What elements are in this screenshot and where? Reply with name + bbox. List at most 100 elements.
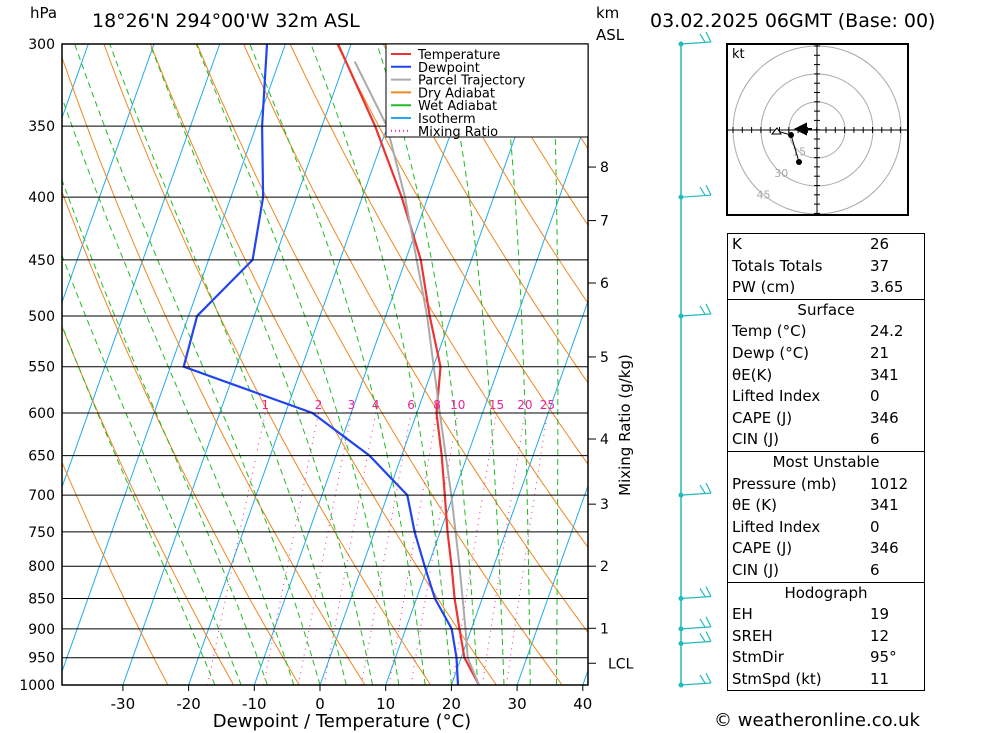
pressure-tick-label: 1000 [19, 678, 55, 694]
pressure-tick-label: 850 [28, 591, 55, 607]
hodograph-point [796, 159, 802, 165]
wind-barb-icon [680, 616, 712, 630]
asl-unit: ASL [596, 26, 625, 44]
wet-adiabat-line [62, 178, 268, 685]
table-row: PW (cm) 3.65 [728, 277, 924, 299]
mixing-ratio-line [297, 412, 352, 685]
table-row: SREH 12 [728, 626, 924, 648]
pressure-tick-label: 650 [28, 449, 55, 465]
row-value: 0 [870, 387, 880, 406]
km-unit: km [596, 4, 620, 22]
row-value: 341 [870, 496, 899, 515]
row-value: 12 [870, 626, 890, 645]
dry-adiabat-line [62, 461, 169, 685]
legend-entry: Isotherm [418, 112, 476, 127]
km-tick-label: 6 [600, 276, 609, 292]
table-row: EH 19 [728, 604, 924, 626]
mixing-ratio-label: 6 [407, 398, 415, 412]
hodograph-title: Hodograph [728, 581, 924, 605]
row-value: 0 [870, 517, 880, 536]
wet-adiabat-line [441, 44, 505, 685]
row-label: θE (K) [732, 496, 777, 515]
mixing-ratio-label: 2 [315, 398, 323, 412]
wind-barb-icon [680, 303, 712, 317]
mixing-ratio-axis-label: Mixing Ratio (g/kg) [616, 354, 634, 496]
km-tick-label: 3 [600, 497, 609, 513]
km-tick-label: 7 [600, 214, 609, 230]
wind-barb-icon [680, 184, 712, 198]
km-tick-label: 2 [600, 559, 609, 575]
pressure-unit: hPa [30, 4, 58, 22]
pressure-tick-label: 700 [28, 488, 55, 504]
table-row: CAPE (J) 346 [728, 408, 924, 430]
row-value: 95° [870, 648, 897, 667]
mixing-ratio-label: 15 [489, 398, 504, 412]
mixing-ratio-line [207, 412, 266, 685]
km-tick-label: 8 [600, 160, 609, 176]
row-value: 19 [870, 605, 890, 624]
pressure-tick-label: 350 [28, 119, 55, 135]
wind-barb-icon [680, 672, 712, 686]
row-value: 6 [870, 560, 880, 579]
row-label: K [732, 235, 742, 253]
row-label: EH [732, 605, 753, 624]
row-label: StmDir [732, 648, 784, 667]
isotherm-line [62, 44, 286, 674]
mixing-ratio-label: 20 [517, 398, 532, 412]
indices-table: K 26 Totals Totals 37 PW (cm) 3.65 Surface Te… [727, 233, 925, 692]
dry-adiabat-line [382, 44, 588, 384]
wet-adiabat-line [551, 44, 559, 685]
mixing-ratio-label: 1 [262, 398, 270, 412]
hodograph-plot: 15 30 45 [728, 45, 907, 214]
row-label: Temp (°C) [732, 322, 807, 341]
isotherm-line [516, 484, 588, 685]
table-row: CIN (J) 6 [728, 560, 924, 582]
row-value: 37 [870, 256, 890, 275]
isotherm-line [122, 44, 352, 685]
table-row: StmSpd (kt) 11 [728, 669, 924, 691]
location-title: 18°26'N 294°00'W 32m ASL [92, 10, 360, 32]
wet-adiabat-line [109, 44, 347, 685]
row-label: CAPE (J) [732, 408, 793, 427]
legend-entry: Wet Adiabat [418, 99, 497, 114]
row-label: Lifted Index [732, 517, 821, 536]
most-unstable-title: Most Unstable [728, 450, 924, 474]
row-label: CAPE (J) [732, 539, 793, 558]
hodograph-point [788, 132, 794, 138]
mixing-ratio-label: 25 [540, 398, 555, 412]
x-tick-label: 30 [508, 695, 527, 713]
wind-profile [678, 31, 712, 688]
dry-adiabat-line [336, 44, 588, 466]
row-label: Dewp (°C) [732, 343, 810, 362]
storm-motion-icon [770, 127, 782, 135]
table-row: K 26 [728, 234, 924, 256]
hodograph-ring-label: 45 [756, 189, 770, 202]
km-tick-label: 5 [600, 350, 609, 366]
isotherm-line [450, 299, 588, 685]
hodograph-ring-label: 30 [774, 167, 788, 180]
row-value: 26 [870, 235, 890, 253]
table-row: CAPE (J) 346 [728, 538, 924, 560]
isotherm-line [253, 44, 483, 685]
legend-box [385, 43, 589, 138]
datetime-title: 03.02.2025 06GMT (Base: 00) [650, 10, 936, 32]
dry-adiabat-line [62, 55, 366, 685]
table-row: θE (K) 341 [728, 495, 924, 517]
hodograph-unit: kt [732, 47, 745, 62]
row-value: 3.65 [870, 278, 904, 297]
pressure-tick-label: 900 [28, 622, 55, 638]
table-row: Lifted Index 0 [728, 517, 924, 539]
row-value: 341 [870, 365, 899, 384]
axes: 1 2 3 4 6 8 10 15 20 2530035040045050055060065070… [19, 37, 633, 713]
pressure-tick-label: 300 [28, 37, 55, 53]
row-value: 21 [870, 343, 890, 362]
hodograph: 15 30 45 kt [726, 43, 909, 216]
copyright-link[interactable]: © weatheronline.co.uk [714, 710, 920, 731]
mean-wind-arrow-icon [793, 122, 812, 136]
legend-entry: Temperature [417, 48, 500, 63]
isotherm-line [0, 44, 23, 685]
km-tick-label: LCL [608, 656, 634, 672]
dry-adiabat-line [942, 44, 1000, 685]
x-tick-label: -30 [111, 695, 136, 713]
x-tick-label: 0 [315, 695, 325, 713]
